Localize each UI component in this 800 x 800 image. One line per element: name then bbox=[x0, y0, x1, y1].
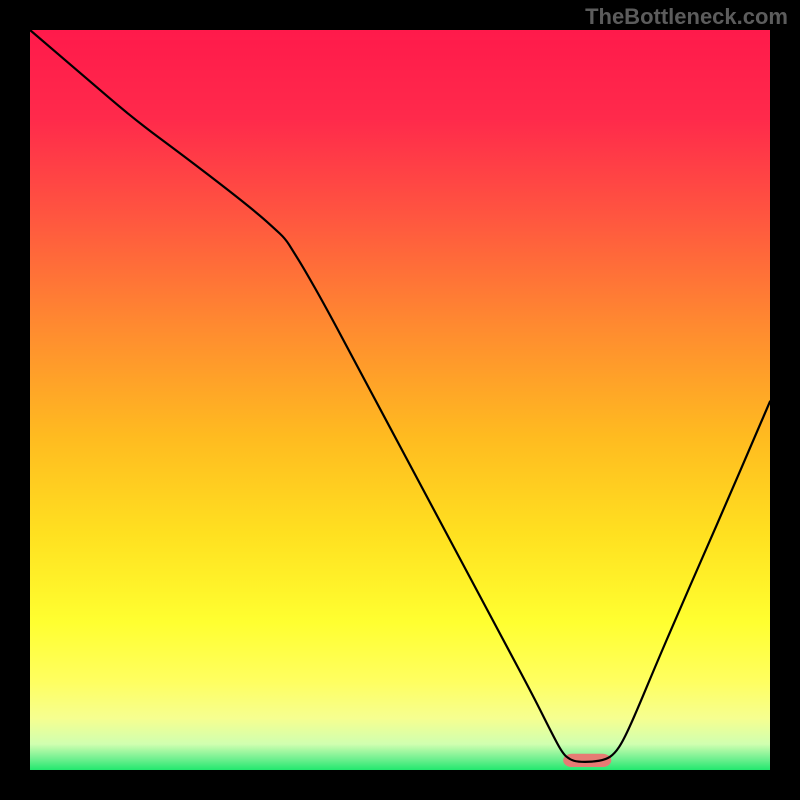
chart-stage: TheBottleneck.com bbox=[0, 0, 800, 800]
bottleneck-chart bbox=[0, 0, 800, 800]
watermark-text: TheBottleneck.com bbox=[585, 4, 788, 30]
